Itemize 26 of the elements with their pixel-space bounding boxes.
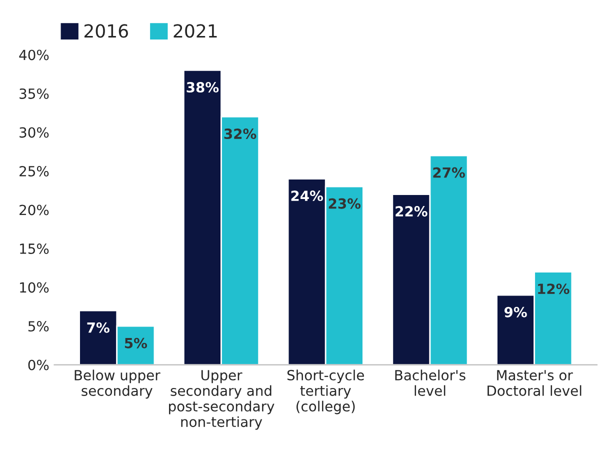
legend-label: 2021	[174, 24, 217, 38]
legend-label: 2016	[84, 24, 128, 38]
data-label: 7%	[87, 322, 110, 333]
x-tick-label: Bachelor's level	[395, 370, 466, 396]
y-tick-label: 30%	[20, 127, 49, 138]
data-label: 12%	[538, 284, 570, 294]
y-tick-label: 40%	[19, 50, 49, 60]
data-label: 38%	[186, 82, 219, 93]
data-label: 27%	[433, 167, 465, 178]
data-label: 9%	[504, 306, 527, 318]
data-label: 22%	[396, 206, 428, 217]
y-tick-label: 25%	[20, 166, 49, 176]
y-tick-label: 35%	[20, 88, 49, 99]
data-label: 23%	[328, 198, 361, 209]
y-tick-label: 15%	[20, 243, 49, 254]
y-tick-label: 20%	[20, 204, 49, 216]
y-tick-label: 0%	[28, 360, 49, 370]
x-tick-label: Upper secondary and post-secondary non-tertiary	[169, 370, 274, 430]
y-tick-label: 10%	[20, 282, 49, 293]
x-tick-label: Below upper secondary	[74, 370, 160, 399]
data-label: 32%	[224, 128, 256, 140]
data-label: 24%	[291, 190, 324, 202]
x-tick-label: Master's or Doctoral level	[488, 370, 582, 396]
x-tick-label: Short-cycle tertiary (college)	[287, 370, 364, 414]
y-tick-label: 5%	[28, 321, 49, 332]
data-label: 5%	[124, 338, 148, 348]
